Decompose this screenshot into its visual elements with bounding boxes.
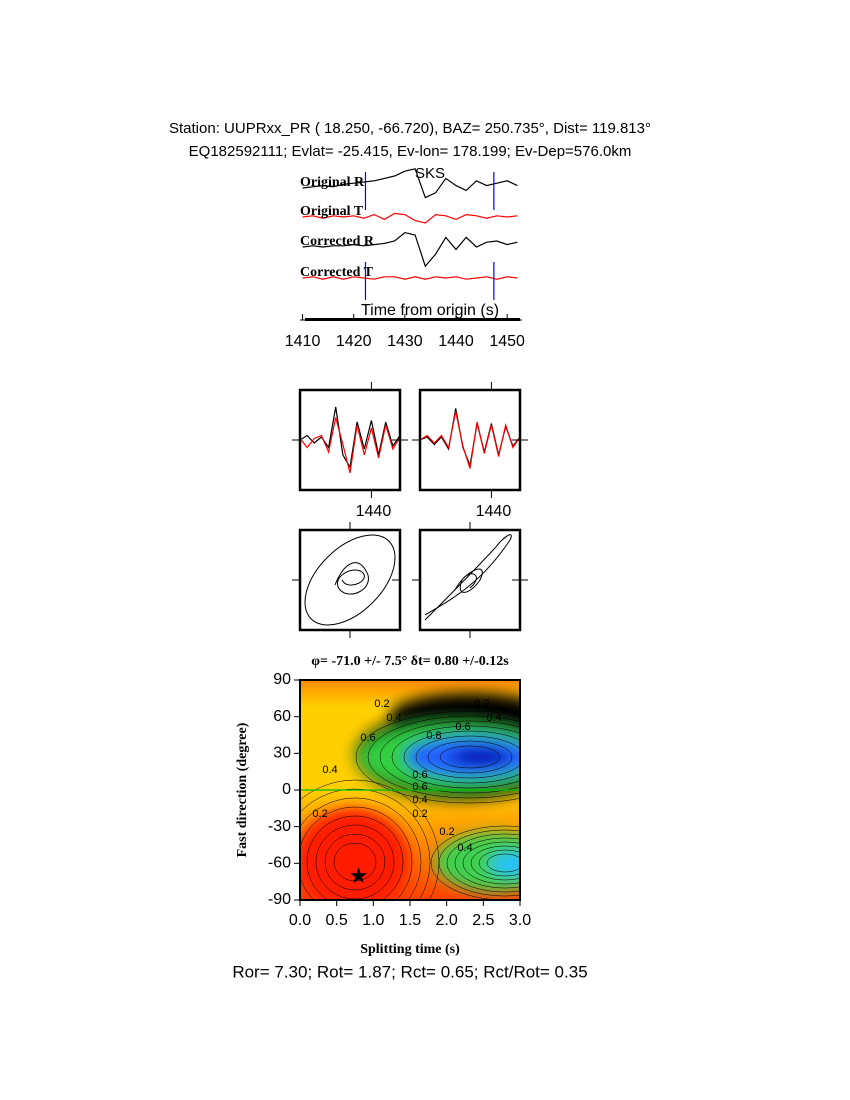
trace-label: Corrected T [300,265,374,280]
trace [419,408,521,468]
contour [367,715,520,799]
contour-label: 0.4 [457,842,472,854]
particle-motion [304,534,512,626]
contour [391,725,520,789]
contour-label: 0.4 [486,712,501,724]
contour-label: 0.2 [474,698,489,710]
x-axis-label: Time from origin (s) [361,302,499,319]
contour [300,797,422,900]
trace [299,417,401,474]
x-axis-label: Splitting time (s) [360,942,460,957]
contour [379,720,520,794]
x-tick-label: 0.0 [289,912,311,929]
station-line: Station: UUPRxx_PR ( 18.250, -66.720), B… [169,120,651,137]
x-tick-label: 1.0 [362,912,384,929]
contour [403,730,520,784]
contour [324,833,386,891]
contour [427,740,513,774]
field-blob [450,748,510,766]
x-tick-label: 1450 [489,333,525,350]
x-tick-label: 1.5 [399,912,421,929]
chart-title: φ= -71.0 +/- 7.5° δt= 0.80 +/-0.12s [311,654,509,669]
contour [446,833,520,893]
contour-field [300,680,520,900]
y-tick-label: 0 [282,781,291,798]
contour [486,853,520,873]
trace [302,168,518,199]
contour [306,815,404,900]
panel-frame [298,388,402,492]
contour [478,849,520,877]
pm-frames [298,528,522,632]
y-tick-label: -90 [268,891,291,908]
trace-label: Original T [300,204,364,219]
field-colors [300,693,520,900]
field-blob [490,853,520,875]
trace [302,231,518,268]
trace [419,411,521,469]
contour [439,745,501,769]
y-axis-label: Fast direction (degree) [235,722,250,857]
contour [415,735,520,779]
contour-label: 0.2 [439,826,454,838]
x-tick-label: 1440 [476,503,512,520]
contour [462,841,520,885]
footer: Ror= 7.30; Rot= 1.87; Rct= 0.65; Rct/Rot… [232,962,587,981]
contour [454,837,520,889]
contour-label: 0.4 [386,712,401,724]
trace-label: Corrected R [300,234,375,249]
y-tick-label: 30 [273,745,291,762]
trace [302,276,518,280]
contour [300,806,413,900]
contour-label: 0.2 [412,808,427,820]
best-fit: ★ [349,863,369,888]
contour [300,788,431,900]
x-tick-label: 1440 [438,333,474,350]
pm-ticks [292,522,528,638]
x-tick-label: 1420 [336,333,372,350]
contour-label: 0.6 [412,781,427,793]
x-tick-label: 2.5 [472,912,494,929]
contour-label: 0.4 [322,764,337,776]
event-line: EQ182592111; Evlat= -25.415, Ev-lon= 178… [189,143,632,160]
x-tick-label: 0.5 [326,912,348,929]
contour-label: 0.6 [412,769,427,781]
contour-label: 0.8 [426,730,441,742]
x-tick-label: 2.0 [436,912,458,929]
contour [333,842,377,882]
contour-label: 0.6 [455,721,470,733]
contour-label: 0.2 [312,808,327,820]
field-blob [300,808,410,900]
contour [430,825,520,900]
trace-label: Original R [300,175,365,190]
panel-frame [418,388,522,492]
contour [470,845,520,881]
y-tick-label: -30 [268,818,291,835]
contour-label: 0.4 [412,794,427,806]
y-tick-label: 90 [273,671,291,688]
y-tick-label: 60 [273,708,291,725]
x-tick-label: 1410 [285,333,321,350]
contour-label: 0.2 [374,698,389,710]
y-tick-label: -60 [268,855,291,872]
trace [302,212,518,224]
contour [355,710,520,804]
x-tick-label: 3.0 [509,912,531,929]
x-tick-label: 1430 [387,333,423,350]
contour [300,779,440,900]
axis-bar [305,318,520,321]
phase-label: SKS [415,165,445,182]
x-tick-label: 1440 [356,503,392,520]
contour-label: 0.6 [360,732,375,744]
trace [299,406,401,469]
